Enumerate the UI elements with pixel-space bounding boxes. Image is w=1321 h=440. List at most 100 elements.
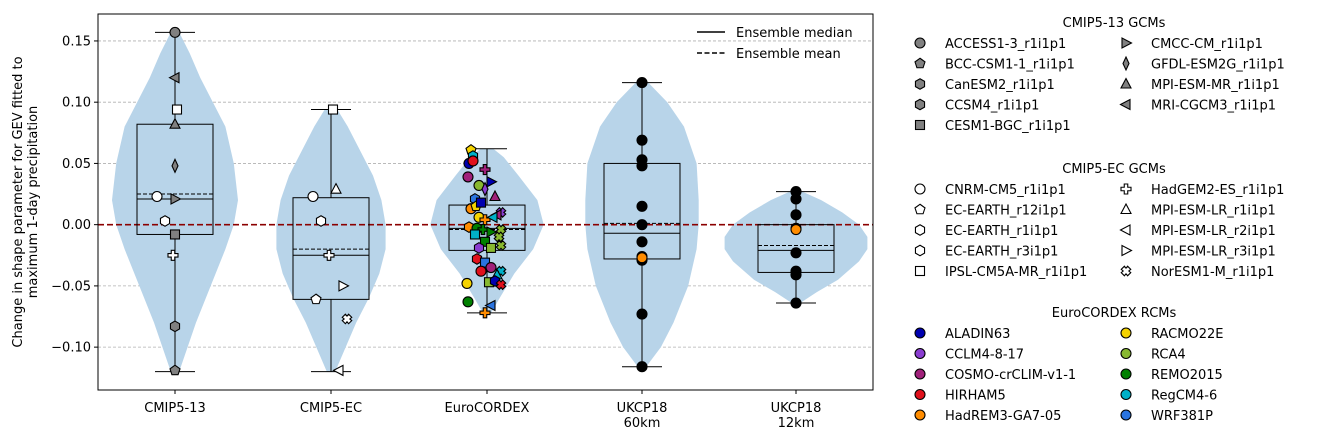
data-point-circle-marker	[636, 134, 648, 146]
legend-tri-right-marker	[1121, 37, 1133, 49]
legend-item-label: EC-EARTH_r3i1p1	[945, 245, 1058, 260]
legend-item-label: CanESM2_r1i1p1	[945, 78, 1055, 93]
legend-item-label: EC-EARTH_r1i1p1	[945, 224, 1058, 239]
legend-circle-marker	[1120, 388, 1132, 401]
data-point-circle-marker	[790, 193, 802, 205]
data-point-circle-marker	[636, 160, 648, 172]
data-point-circle-marker	[790, 224, 802, 236]
legend-tri-up-marker	[1120, 77, 1132, 89]
y-tick-label: −0.10	[51, 341, 91, 356]
legend-item-label: REMO2015	[1151, 368, 1223, 383]
data-point-circle-marker	[462, 171, 474, 183]
legend-group-title: EuroCORDEX RCMs	[1052, 306, 1177, 321]
legend-item-label: MPI-ESM-LR_r3i1p1	[1151, 245, 1276, 260]
y-tick-label: 0.10	[62, 96, 91, 111]
legend-circle-marker	[1120, 327, 1132, 339]
legend-group: CMIP5-13 GCMs ACCESS1-3_r1i1p1 BCC-CSM1-1_…	[914, 16, 1285, 134]
y-axis-label-line2: maximum 1-day precipitation	[26, 106, 41, 299]
legend-tri-right-marker	[1121, 244, 1133, 257]
legend-item-label: COSMO-crCLIM-v1-1	[945, 368, 1076, 383]
legend-item-label: MPI-ESM-LR_r1i1p1	[1151, 204, 1276, 219]
y-axis-label-line1: Change in shape parameter for GEV fitted…	[11, 56, 26, 347]
legend-tri-up-marker	[1120, 202, 1132, 215]
legend-item-label: HadREM3-GA7-05	[945, 409, 1061, 424]
legend-item-label: RACMO22E	[1151, 327, 1223, 342]
legend-group-title: CMIP5-13 GCMs	[1063, 16, 1166, 31]
legend-circle-marker	[914, 368, 926, 380]
data-point-tri-left-marker	[486, 211, 498, 224]
data-point-plus-marker	[323, 249, 335, 261]
data-point-circle-marker	[636, 219, 648, 231]
legend-pentagon-marker	[914, 57, 926, 69]
data-point-hexagon-marker	[169, 320, 181, 333]
data-point-circle-marker	[636, 236, 648, 248]
data-point-tri-up-marker	[169, 117, 181, 129]
plot-frame	[97, 13, 874, 391]
data-point-circle-marker	[307, 190, 319, 203]
legend-item-label: CCLM4-8-17	[945, 348, 1024, 363]
data-point-cross-marker	[495, 279, 507, 291]
data-point-plus-marker	[479, 307, 491, 319]
legend-hexagon-marker	[914, 244, 926, 257]
data-point-diamond-marker	[171, 158, 179, 174]
legend-item-label: BCC-CSM1-1_r1i1p1	[945, 58, 1075, 73]
legend-circle-marker	[914, 37, 926, 49]
data-point-diamond-marker	[481, 181, 489, 197]
plot-area	[98, 26, 873, 377]
x-tick-label: UKCP18	[617, 401, 668, 416]
legend-item-label: WRF381P	[1151, 409, 1213, 424]
legend-item-label: MPI-ESM-MR_r1i1p1	[1151, 78, 1280, 93]
violin-body	[276, 109, 386, 372]
data-point-tri-right-marker	[486, 175, 498, 188]
data-point-plus-marker	[479, 214, 491, 226]
legend-item-label: HadGEM2-ES_r1i1p1	[1151, 183, 1284, 198]
iqr-box	[292, 197, 370, 300]
legend-item-label: ACCESS1-3_r1i1p1	[945, 37, 1066, 52]
data-point-circle-marker	[790, 247, 802, 259]
legend-item-label: GFDL-ESM2G_r1i1p1	[1151, 58, 1285, 73]
data-point-tri-up-marker	[489, 189, 501, 202]
legend-diamond-marker	[1122, 55, 1130, 72]
legend-line-label: Ensemble mean	[736, 47, 841, 62]
legend-item-label: CESM1-BGC_r1i1p1	[945, 119, 1071, 134]
x-tick-label: UKCP18	[771, 401, 822, 416]
legend-hexagon-marker	[914, 78, 926, 90]
legend-circle-marker	[914, 409, 926, 421]
legend-tri-left-marker	[1119, 98, 1131, 111]
data-point-tri-left-marker	[332, 364, 344, 377]
legend-item-label: RegCM4-6	[1151, 389, 1217, 404]
legend-item-label: CNRM-CM5_r1i1p1	[945, 183, 1066, 198]
legend-item-label: MPI-ESM-LR_r2i1p1	[1151, 224, 1276, 239]
legend-line-label: Ensemble median	[736, 26, 853, 41]
legend-pentagon-marker	[914, 203, 926, 215]
data-point-plus-marker	[477, 224, 489, 236]
legend-hexagon-marker	[914, 98, 926, 111]
legend-circle-marker	[1120, 368, 1132, 380]
y-axis-label: Change in shape parameter for GEV fitted…	[11, 56, 41, 347]
legend-group: CMIP5-EC GCMs CNRM-CM5_r1i1p1 EC-EARTH_r12…	[914, 162, 1284, 280]
data-point-circle-marker	[461, 277, 473, 289]
data-point-circle-marker	[151, 190, 163, 203]
legend-group: EuroCORDEX RCMs ALADIN63 CCLM4-8-17 COSMO-c…	[914, 306, 1223, 424]
data-point-circle-marker	[636, 252, 648, 264]
x-tick-label-line2: 60km	[624, 416, 661, 431]
data-point-circle-marker	[790, 297, 802, 309]
data-point-pentagon-marker	[310, 293, 322, 305]
legend-square-marker	[914, 265, 926, 277]
legend-group-title: CMIP5-EC GCMs	[1062, 162, 1166, 177]
data-point-square-marker	[327, 104, 339, 115]
data-point-circle-marker	[636, 308, 648, 320]
y-tick-label: 0.00	[62, 218, 91, 233]
x-tick-label: CMIP5-13	[144, 401, 205, 416]
data-point-circle-marker	[790, 269, 802, 281]
legend-circle-marker	[1120, 409, 1132, 421]
legend-item-label: CCSM4_r1i1p1	[945, 99, 1039, 114]
legend-item-label: HIRHAM5	[945, 389, 1006, 404]
y-tick-label: 0.15	[62, 34, 91, 49]
legend-hexagon-marker	[914, 224, 926, 236]
data-point-circle-marker	[636, 200, 648, 212]
data-point-tri-left-marker	[484, 299, 496, 312]
data-point-circle-marker	[169, 26, 181, 38]
legend-item-label: RCA4	[1151, 348, 1186, 363]
